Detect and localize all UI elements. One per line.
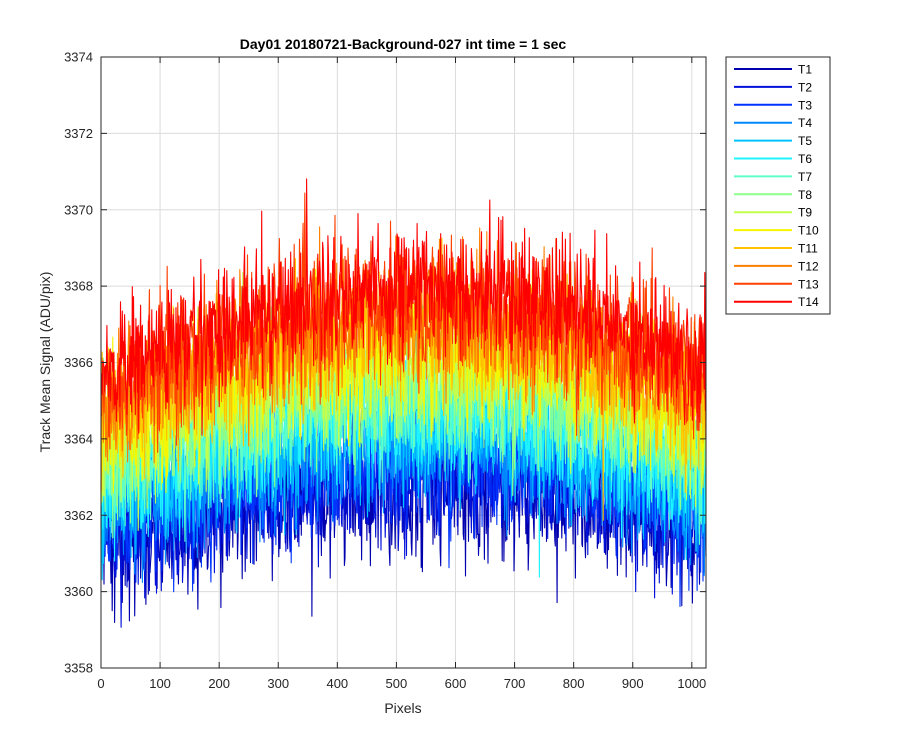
legend-label-t4: T4 (798, 116, 812, 130)
y-tick-label: 3370 (64, 202, 93, 217)
legend-label-t5: T5 (798, 134, 812, 148)
legend-box (725, 56, 831, 315)
y-tick-label: 3374 (64, 50, 93, 65)
legend-label-t1: T1 (798, 63, 812, 77)
legend-label-t7: T7 (798, 170, 812, 184)
series-line-t14 (100, 178, 707, 436)
series-layer (100, 178, 707, 628)
axis-ticks (100, 56, 706, 669)
y-axis-label: Track Mean Signal (ADU/pix) (37, 272, 53, 453)
legend-label-t9: T9 (798, 206, 812, 220)
legend-label-t8: T8 (798, 188, 812, 202)
y-tick-label: 3372 (64, 126, 93, 141)
y-tick-label: 3360 (64, 584, 93, 599)
y-tick-label: 3364 (64, 431, 93, 446)
y-tick-label: 3358 (64, 661, 93, 676)
x-tick-label: 100 (149, 676, 171, 691)
y-tick-label: 3366 (64, 355, 93, 370)
legend-label-t2: T2 (798, 80, 812, 94)
x-tick-label: 200 (208, 676, 230, 691)
x-tick-label: 700 (504, 676, 526, 691)
x-tick-label: 600 (445, 676, 467, 691)
legend-label-t11: T11 (798, 242, 818, 256)
x-tick-label: 300 (267, 676, 289, 691)
legend-label-t14: T14 (798, 295, 819, 309)
legend-label-t13: T13 (798, 277, 819, 291)
x-tick-label: 900 (622, 676, 644, 691)
legend-label-t6: T6 (798, 152, 812, 166)
y-tick-labels: 3358 3360 3362 3364 3366 3368 3370 3372 3374 (64, 50, 93, 676)
x-tick-label: 400 (326, 676, 348, 691)
x-tick-label: 1000 (677, 676, 706, 691)
x-axis-label: Pixels (384, 700, 421, 716)
chart-title: Day01 20180721-Background-027 int time =… (240, 36, 567, 52)
y-tick-label: 3362 (64, 508, 93, 523)
x-tick-labels: 0 100 200 300 400 500 600 700 800 900 1000 (97, 676, 706, 691)
legend-label-t12: T12 (798, 259, 819, 273)
x-tick-label: 500 (386, 676, 408, 691)
legend: T1 T2 T3 T4 T5 T6 T7 T8 T9 T10 T11 T12 T13 T14 (725, 56, 831, 315)
x-tick-label: 0 (97, 676, 104, 691)
y-tick-label: 3368 (64, 279, 93, 294)
legend-label-t10: T10 (798, 224, 819, 238)
x-tick-label: 800 (563, 676, 585, 691)
legend-label-t3: T3 (798, 98, 812, 112)
